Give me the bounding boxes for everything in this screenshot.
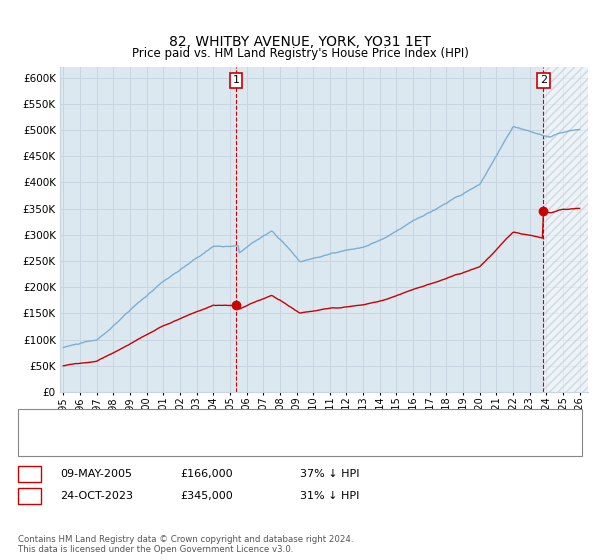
Text: HPI: Average price, detached house, York: HPI: Average price, detached house, York [69, 439, 284, 449]
Text: ——: —— [33, 414, 58, 428]
Text: 2: 2 [26, 491, 33, 501]
Bar [543, 67, 588, 392]
Text: Price paid vs. HM Land Registry's House Price Index (HPI): Price paid vs. HM Land Registry's House … [131, 46, 469, 60]
Text: 82, WHITBY AVENUE, YORK, YO31 1ET: 82, WHITBY AVENUE, YORK, YO31 1ET [169, 35, 431, 49]
Text: £345,000: £345,000 [180, 491, 233, 501]
Text: 1: 1 [26, 469, 33, 479]
Text: 37% ↓ HPI: 37% ↓ HPI [300, 469, 359, 479]
Text: Contains HM Land Registry data © Crown copyright and database right 2024.
This d: Contains HM Land Registry data © Crown c… [18, 535, 353, 554]
Text: £166,000: £166,000 [180, 469, 233, 479]
Text: 82, WHITBY AVENUE, YORK, YO31 1ET (detached house): 82, WHITBY AVENUE, YORK, YO31 1ET (detac… [69, 416, 359, 426]
Text: ——: —— [33, 437, 58, 451]
Text: 24-OCT-2023: 24-OCT-2023 [60, 491, 133, 501]
Text: 09-MAY-2005: 09-MAY-2005 [60, 469, 132, 479]
Text: 31% ↓ HPI: 31% ↓ HPI [300, 491, 359, 501]
Text: 2: 2 [539, 76, 547, 85]
Text: 1: 1 [232, 76, 239, 85]
